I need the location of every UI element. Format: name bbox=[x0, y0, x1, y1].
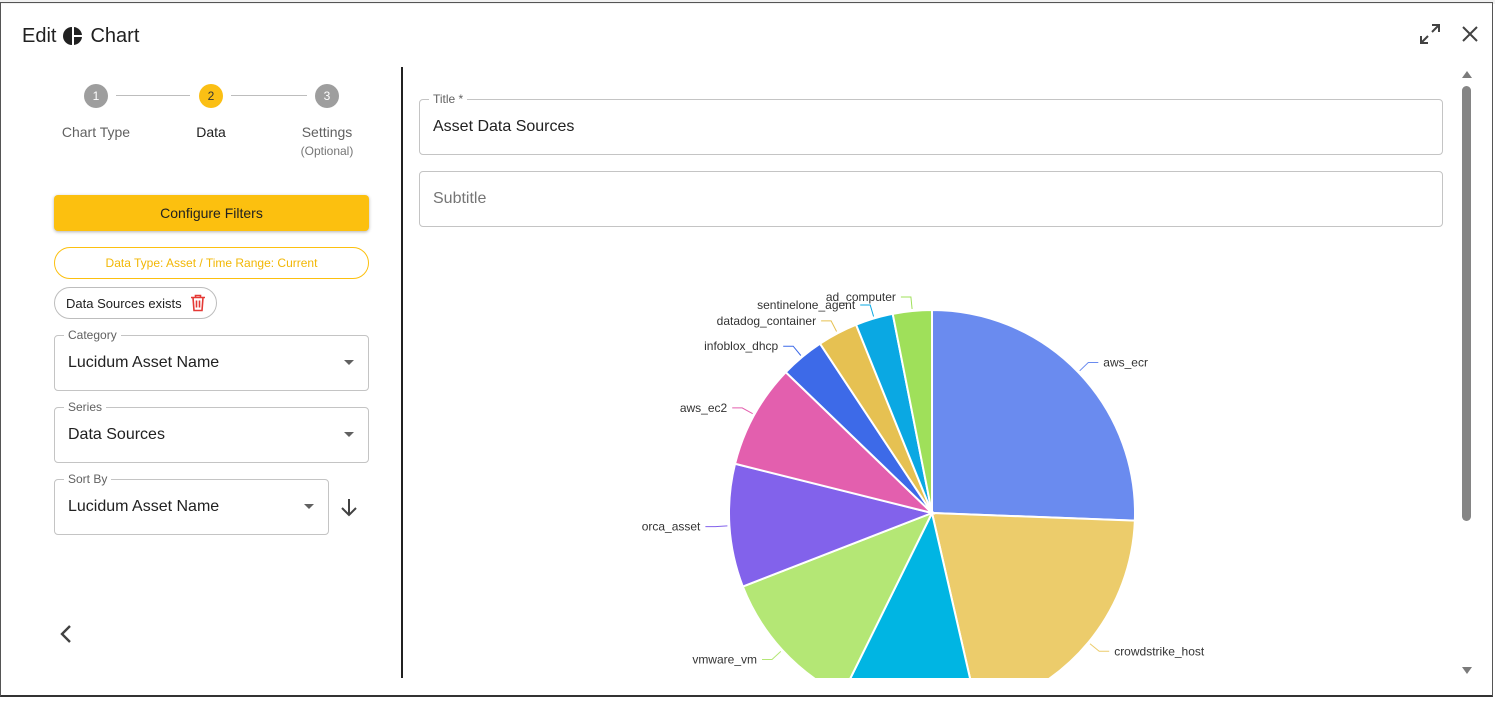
dialog-title-prefix: Edit bbox=[22, 24, 57, 47]
caret-down-icon bbox=[344, 360, 354, 365]
scrollbar-thumb[interactable] bbox=[1462, 86, 1471, 521]
data-type-chip[interactable]: Data Type: Asset / Time Range: Current bbox=[54, 247, 369, 279]
stepper-connector bbox=[231, 95, 307, 96]
subtitle-field[interactable]: Subtitle bbox=[419, 171, 1443, 227]
pie-label-line bbox=[900, 296, 913, 310]
pie-label-line bbox=[1089, 643, 1110, 652]
step-sublabel: (Optional) bbox=[300, 144, 354, 158]
pie-slice-crowdstrike_host[interactable] bbox=[930, 511, 1136, 678]
title-label: Title * bbox=[429, 92, 468, 106]
pie-label-line bbox=[1079, 362, 1099, 372]
step-number: 1 bbox=[84, 84, 108, 108]
pie-slice-orca_asset[interactable] bbox=[728, 462, 936, 588]
stepper-connector bbox=[116, 95, 190, 96]
pie-label: orca_asset bbox=[642, 520, 701, 534]
dialog-title: Edit Chart bbox=[22, 22, 139, 50]
caret-down-icon bbox=[304, 504, 314, 509]
series-value: Data Sources bbox=[68, 426, 165, 443]
scroll-up-arrow-icon[interactable] bbox=[1462, 71, 1472, 78]
pie-slice-aws_ecr[interactable] bbox=[931, 308, 1136, 522]
pie-label: infoblox_dhcp bbox=[704, 339, 778, 353]
configure-filters-button[interactable]: Configure Filters bbox=[54, 195, 369, 231]
pie-label: sentinelone_agent bbox=[757, 298, 856, 312]
step-number: 3 bbox=[315, 84, 339, 108]
series-select[interactable]: Series Data Sources bbox=[54, 400, 369, 463]
caret-down-icon bbox=[344, 432, 354, 437]
expand-icon bbox=[1420, 24, 1440, 44]
back-chevron-icon[interactable] bbox=[55, 622, 77, 646]
pie-label-line bbox=[732, 407, 753, 415]
pie-slice-vmware_vm[interactable] bbox=[741, 511, 935, 678]
step-data[interactable]: 2 Data bbox=[171, 84, 251, 140]
title-value: Asset Data Sources bbox=[433, 118, 575, 135]
pie-label: datadog_container bbox=[717, 314, 816, 328]
pie-label: ad_computer bbox=[826, 290, 896, 304]
category-label: Category bbox=[64, 328, 121, 342]
sort-by-value: Lucidum Asset Name bbox=[68, 498, 220, 515]
trash-icon[interactable] bbox=[190, 294, 206, 312]
pie-label-line bbox=[705, 525, 728, 528]
pie-label-line bbox=[783, 345, 802, 356]
pie-label: aws_ecr bbox=[1103, 356, 1148, 370]
pie-label-line bbox=[821, 320, 838, 332]
step-label: Chart Type bbox=[61, 124, 131, 140]
close-button[interactable] bbox=[1458, 22, 1482, 46]
step-settings[interactable]: 3 Settings (Optional) bbox=[287, 84, 367, 158]
panel-divider bbox=[401, 67, 403, 678]
category-value: Lucidum Asset Name bbox=[68, 354, 220, 371]
scroll-down-arrow-icon[interactable] bbox=[1462, 667, 1472, 674]
pie-label: aws_ec2 bbox=[680, 401, 728, 415]
subtitle-placeholder: Subtitle bbox=[433, 190, 487, 207]
pie-label: vmware_vm bbox=[692, 653, 757, 667]
category-select[interactable]: Category Lucidum Asset Name bbox=[54, 328, 369, 391]
data-sources-chip[interactable]: Data Sources exists bbox=[54, 287, 217, 319]
pie-label: crowdstrike_host bbox=[1114, 644, 1205, 658]
pie-slice-ad_computer[interactable] bbox=[891, 308, 933, 514]
close-icon bbox=[1462, 26, 1478, 42]
pie-chart-icon bbox=[63, 26, 83, 46]
sort-by-label: Sort By bbox=[64, 472, 112, 486]
pie-slice-aws_ec2[interactable] bbox=[733, 370, 936, 515]
pie-slice-unlabeled[interactable] bbox=[842, 510, 977, 678]
pie-label-line bbox=[762, 651, 782, 660]
pie-chart: aws_ecr crowdstrike_host vmware_vm orca_ass… bbox=[642, 290, 1205, 678]
step-label: Data bbox=[196, 124, 226, 140]
step-number: 2 bbox=[199, 84, 223, 108]
dialog-title-suffix: Chart bbox=[90, 24, 140, 47]
data-sources-chip-label: Data Sources exists bbox=[66, 295, 182, 311]
sort-direction-arrow-icon[interactable] bbox=[338, 496, 360, 518]
series-label: Series bbox=[64, 400, 107, 414]
step-label: Settings bbox=[301, 124, 353, 140]
sort-by-select[interactable]: Sort By Lucidum Asset Name bbox=[54, 472, 329, 535]
expand-button[interactable] bbox=[1418, 22, 1442, 46]
step-chart-type[interactable]: 1 Chart Type bbox=[56, 84, 136, 140]
pie-label-line bbox=[860, 304, 875, 317]
title-field[interactable]: Title * Asset Data Sources bbox=[419, 92, 1443, 155]
